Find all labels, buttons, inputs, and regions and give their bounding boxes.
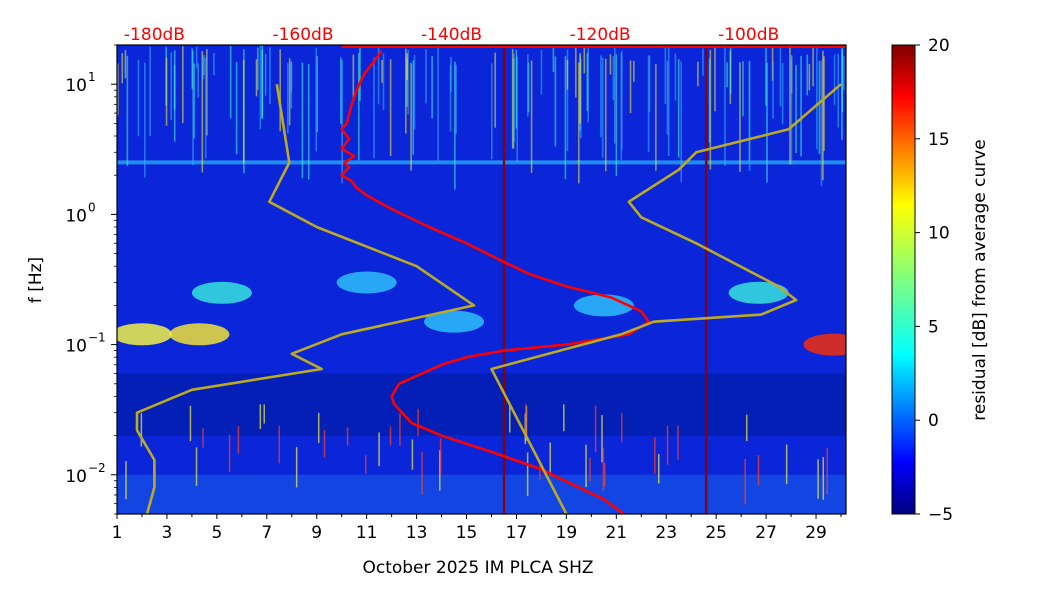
- colorbar-label: residual [dB] from average curve: [970, 139, 990, 420]
- vertical-markers: [341, 45, 846, 514]
- colorbar-tick-label: 20: [928, 36, 950, 56]
- x-tick-label: 21: [605, 523, 627, 543]
- db-label-1: -160dB: [272, 25, 333, 45]
- colorbar: −5 0 5 10 15 20 residual [dB] from average cu…: [891, 36, 990, 525]
- colorbar-tick-label: 10: [928, 224, 950, 244]
- x-tick-label: 5: [211, 523, 222, 543]
- colorbar-tick-label: −5: [928, 505, 953, 525]
- colorbar-gradient: [891, 44, 916, 515]
- x-tick-label: 27: [755, 523, 777, 543]
- colorbar-tick-label: 5: [928, 317, 939, 337]
- x-tick-label: 19: [556, 523, 578, 543]
- x-axis-label: October 2025 IM PLCA SHZ: [362, 558, 593, 578]
- y-tick-label: 10: [65, 337, 87, 357]
- x-tick-label: 9: [311, 523, 322, 543]
- y-tick-exponent: 0: [88, 200, 96, 214]
- y-tick-exponent: −1: [88, 331, 106, 345]
- y-tick-exponent: 1: [88, 70, 96, 84]
- psd-curve-2: [490, 83, 842, 514]
- x-tick-label: 13: [406, 523, 428, 543]
- spectrogram-heatmap: [117, 45, 846, 514]
- x-axis: 1 3 5 7 9 11 13 15 17 19 21 23 25 27 29: [112, 514, 842, 543]
- colorbar-tick-label: 0: [928, 411, 939, 431]
- y-axis-label: f [Hz]: [26, 257, 46, 303]
- x-tick-label: 11: [356, 523, 378, 543]
- colorbar-tick-label: 15: [928, 130, 950, 150]
- x-tick-label: 25: [705, 523, 727, 543]
- y-tick-label: 10: [65, 76, 87, 96]
- db-label-3: -120dB: [570, 25, 631, 45]
- x-tick-label: 15: [456, 523, 478, 543]
- y-tick-label: 10: [65, 206, 87, 226]
- x-tick-label: 29: [805, 523, 827, 543]
- psd-curve-0: [340, 50, 651, 514]
- x-tick-label: 3: [162, 523, 173, 543]
- y-tick-exponent: −2: [88, 461, 106, 475]
- db-label-4: -100dB: [718, 25, 779, 45]
- x-tick-label: 7: [261, 523, 272, 543]
- db-label-2: -140dB: [421, 25, 482, 45]
- db-scale-labels: -180dB -160dB -140dB -120dB -100dB: [124, 25, 779, 45]
- x-tick-label: 23: [655, 523, 677, 543]
- x-tick-label: 1: [112, 523, 123, 543]
- y-tick-label: 10: [65, 467, 87, 487]
- plot-frame: [116, 44, 847, 515]
- db-label-0: -180dB: [124, 25, 185, 45]
- psd-curve-1: [135, 83, 476, 514]
- psd-curves: [135, 50, 842, 514]
- x-tick-label: 17: [506, 523, 528, 543]
